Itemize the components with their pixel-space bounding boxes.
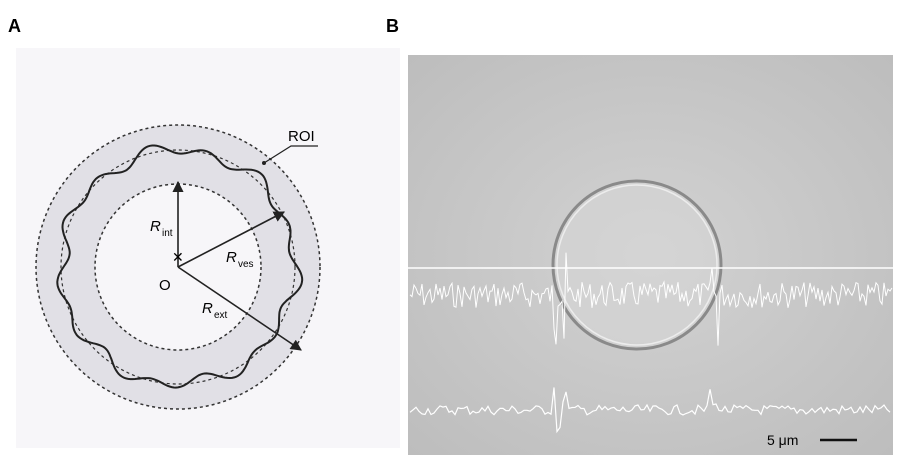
r-int-subscript: int bbox=[162, 228, 173, 239]
r-ext-symbol: R bbox=[202, 300, 213, 317]
panel-label: B bbox=[386, 16, 399, 36]
vesicle-image bbox=[551, 179, 723, 351]
r-int-symbol: R bbox=[150, 218, 161, 235]
vesicle-contour bbox=[56, 144, 304, 389]
roi-leader bbox=[263, 145, 318, 164]
intensity-trace bbox=[409, 252, 893, 346]
vesicle-halo bbox=[556, 184, 718, 346]
r-ext-subscript: ext bbox=[214, 310, 228, 321]
intensity-trace-smoothed bbox=[409, 387, 891, 434]
r-ves-subscript: ves bbox=[238, 259, 254, 270]
panel-label: A bbox=[8, 16, 21, 36]
mean-circle bbox=[60, 149, 296, 385]
r-ves-symbol: R bbox=[226, 249, 237, 266]
arrow-r-ves bbox=[177, 211, 285, 268]
origin-mark: ✕ bbox=[172, 249, 184, 265]
origin-label: O bbox=[159, 277, 171, 294]
scale-bar-label: 5 μm bbox=[767, 432, 798, 448]
roi-label: ROI bbox=[288, 128, 315, 145]
arrow-r-ext bbox=[177, 266, 302, 351]
